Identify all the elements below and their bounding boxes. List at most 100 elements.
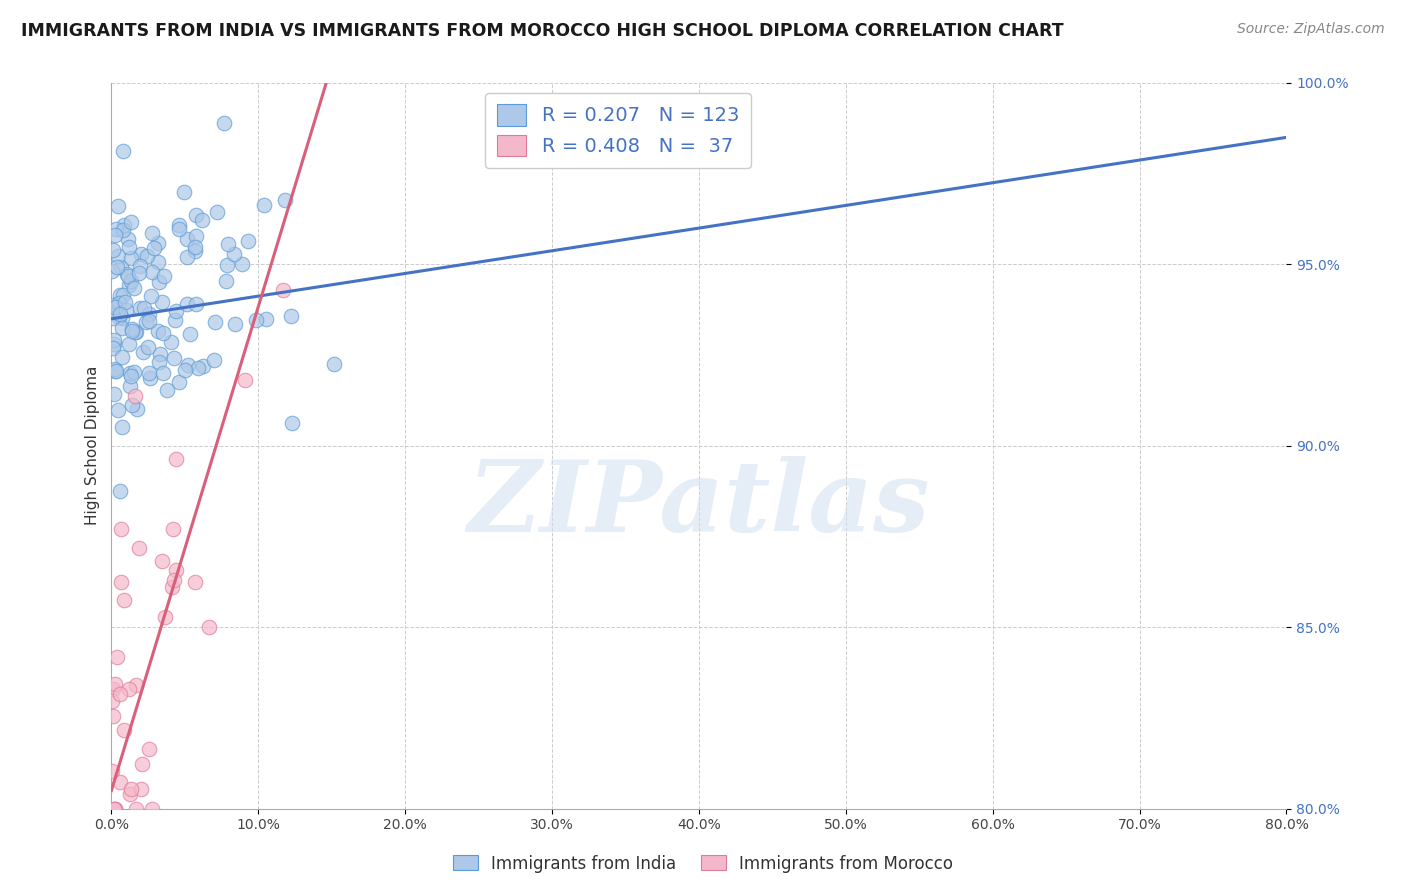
- Point: [121, 398, 143, 412]
- Point: [212, 116, 235, 130]
- Point: [101, 263, 124, 277]
- Point: [141, 802, 163, 816]
- Point: [167, 376, 190, 390]
- Point: [120, 367, 142, 381]
- Point: [159, 334, 181, 349]
- Point: [111, 311, 134, 326]
- Point: [121, 324, 143, 338]
- Point: [118, 240, 141, 254]
- Point: [122, 365, 145, 379]
- Point: [108, 310, 131, 325]
- Point: [125, 678, 148, 692]
- Point: [108, 687, 131, 701]
- Text: IMMIGRANTS FROM INDIA VS IMMIGRANTS FROM MOROCCO HIGH SCHOOL DIPLOMA CORRELATION: IMMIGRANTS FROM INDIA VS IMMIGRANTS FROM…: [21, 22, 1064, 40]
- Point: [148, 355, 170, 369]
- Point: [183, 244, 205, 258]
- Point: [165, 452, 187, 467]
- Point: [138, 742, 160, 756]
- Point: [202, 352, 225, 367]
- Point: [165, 304, 187, 318]
- Point: [128, 541, 150, 556]
- Point: [231, 257, 253, 271]
- Point: [103, 337, 125, 351]
- Point: [150, 294, 173, 309]
- Point: [120, 369, 142, 384]
- Point: [138, 307, 160, 321]
- Point: [111, 223, 134, 237]
- Point: [103, 802, 125, 816]
- Point: [273, 194, 295, 208]
- Point: [135, 249, 157, 263]
- Point: [184, 240, 207, 254]
- Point: [117, 231, 139, 245]
- Legend: R = 0.207   N = 123, R = 0.408   N =  37: R = 0.207 N = 123, R = 0.408 N = 37: [485, 93, 751, 168]
- Point: [254, 312, 277, 326]
- Point: [121, 322, 143, 336]
- Point: [236, 234, 259, 248]
- Point: [101, 244, 124, 258]
- Point: [104, 677, 127, 691]
- Point: [104, 802, 127, 816]
- Point: [111, 350, 134, 364]
- Text: ZIPatlas: ZIPatlas: [468, 456, 931, 552]
- Point: [187, 360, 209, 375]
- Point: [280, 310, 302, 324]
- Point: [108, 288, 131, 302]
- Point: [108, 775, 131, 789]
- Point: [125, 401, 148, 416]
- Point: [150, 554, 173, 568]
- Y-axis label: High School Diploma: High School Diploma: [86, 366, 100, 525]
- Point: [167, 218, 190, 232]
- Point: [101, 297, 124, 311]
- Point: [191, 213, 214, 227]
- Point: [224, 317, 246, 331]
- Point: [104, 364, 127, 378]
- Point: [173, 186, 195, 200]
- Point: [115, 267, 138, 281]
- Point: [120, 215, 142, 229]
- Point: [118, 337, 141, 351]
- Point: [323, 357, 346, 371]
- Point: [179, 327, 201, 342]
- Point: [141, 265, 163, 279]
- Point: [186, 208, 208, 222]
- Point: [125, 802, 148, 816]
- Point: [122, 280, 145, 294]
- Point: [160, 580, 183, 594]
- Point: [193, 359, 215, 374]
- Point: [104, 364, 127, 378]
- Point: [148, 236, 170, 251]
- Point: [103, 386, 125, 401]
- Point: [280, 416, 302, 430]
- Point: [186, 229, 208, 244]
- Point: [215, 274, 238, 288]
- Point: [174, 363, 197, 377]
- Point: [104, 361, 127, 376]
- Point: [138, 370, 160, 384]
- Point: [108, 295, 131, 310]
- Point: [163, 351, 186, 365]
- Point: [105, 306, 128, 320]
- Point: [162, 573, 184, 587]
- Point: [114, 294, 136, 309]
- Point: [138, 314, 160, 328]
- Text: Source: ZipAtlas.com: Source: ZipAtlas.com: [1237, 22, 1385, 37]
- Point: [110, 522, 132, 536]
- Point: [222, 246, 245, 260]
- Point: [132, 344, 155, 359]
- Point: [165, 563, 187, 577]
- Point: [103, 333, 125, 347]
- Point: [217, 236, 239, 251]
- Point: [141, 226, 163, 240]
- Point: [152, 326, 174, 340]
- Point: [148, 324, 170, 338]
- Point: [184, 575, 207, 590]
- Point: [135, 315, 157, 329]
- Point: [101, 709, 124, 723]
- Point: [152, 268, 174, 283]
- Point: [124, 325, 146, 339]
- Point: [108, 483, 131, 498]
- Point: [120, 781, 142, 796]
- Point: [110, 260, 132, 274]
- Point: [162, 522, 184, 536]
